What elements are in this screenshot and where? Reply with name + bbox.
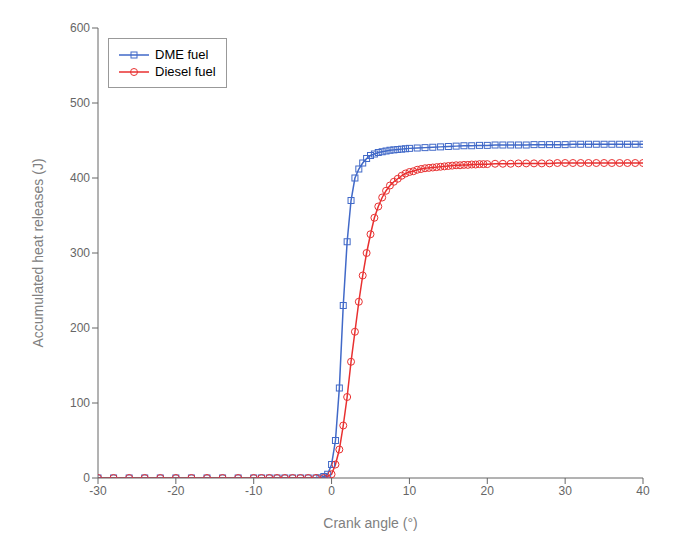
html-text:DME fuel: DME fuel [155, 47, 209, 62]
svg-text:300: 300 [70, 246, 90, 260]
svg-text:0: 0 [83, 471, 90, 485]
svg-text:20: 20 [481, 484, 495, 498]
svg-text:600: 600 [70, 21, 90, 35]
svg-text:Crank angle (°): Crank angle (°) [323, 515, 417, 531]
svg-text:500: 500 [70, 96, 90, 110]
svg-text:Accumulated heat releases (J): Accumulated heat releases (J) [30, 158, 46, 347]
svg-text:0: 0 [328, 484, 335, 498]
svg-text:400: 400 [70, 171, 90, 185]
svg-text:-30: -30 [89, 484, 107, 498]
svg-text:40: 40 [636, 484, 650, 498]
svg-text:30: 30 [558, 484, 572, 498]
svg-text:10: 10 [403, 484, 417, 498]
html-text:Diesel fuel: Diesel fuel [155, 64, 216, 79]
svg-text:-10: -10 [245, 484, 263, 498]
svg-text:200: 200 [70, 321, 90, 335]
svg-text:100: 100 [70, 396, 90, 410]
svg-text:-20: -20 [167, 484, 185, 498]
